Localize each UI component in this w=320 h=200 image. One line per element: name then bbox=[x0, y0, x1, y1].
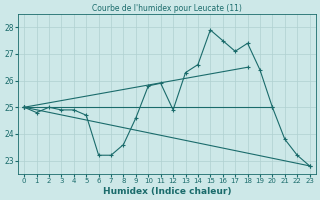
X-axis label: Humidex (Indice chaleur): Humidex (Indice chaleur) bbox=[103, 187, 231, 196]
Title: Courbe de l'humidex pour Leucate (11): Courbe de l'humidex pour Leucate (11) bbox=[92, 4, 242, 13]
